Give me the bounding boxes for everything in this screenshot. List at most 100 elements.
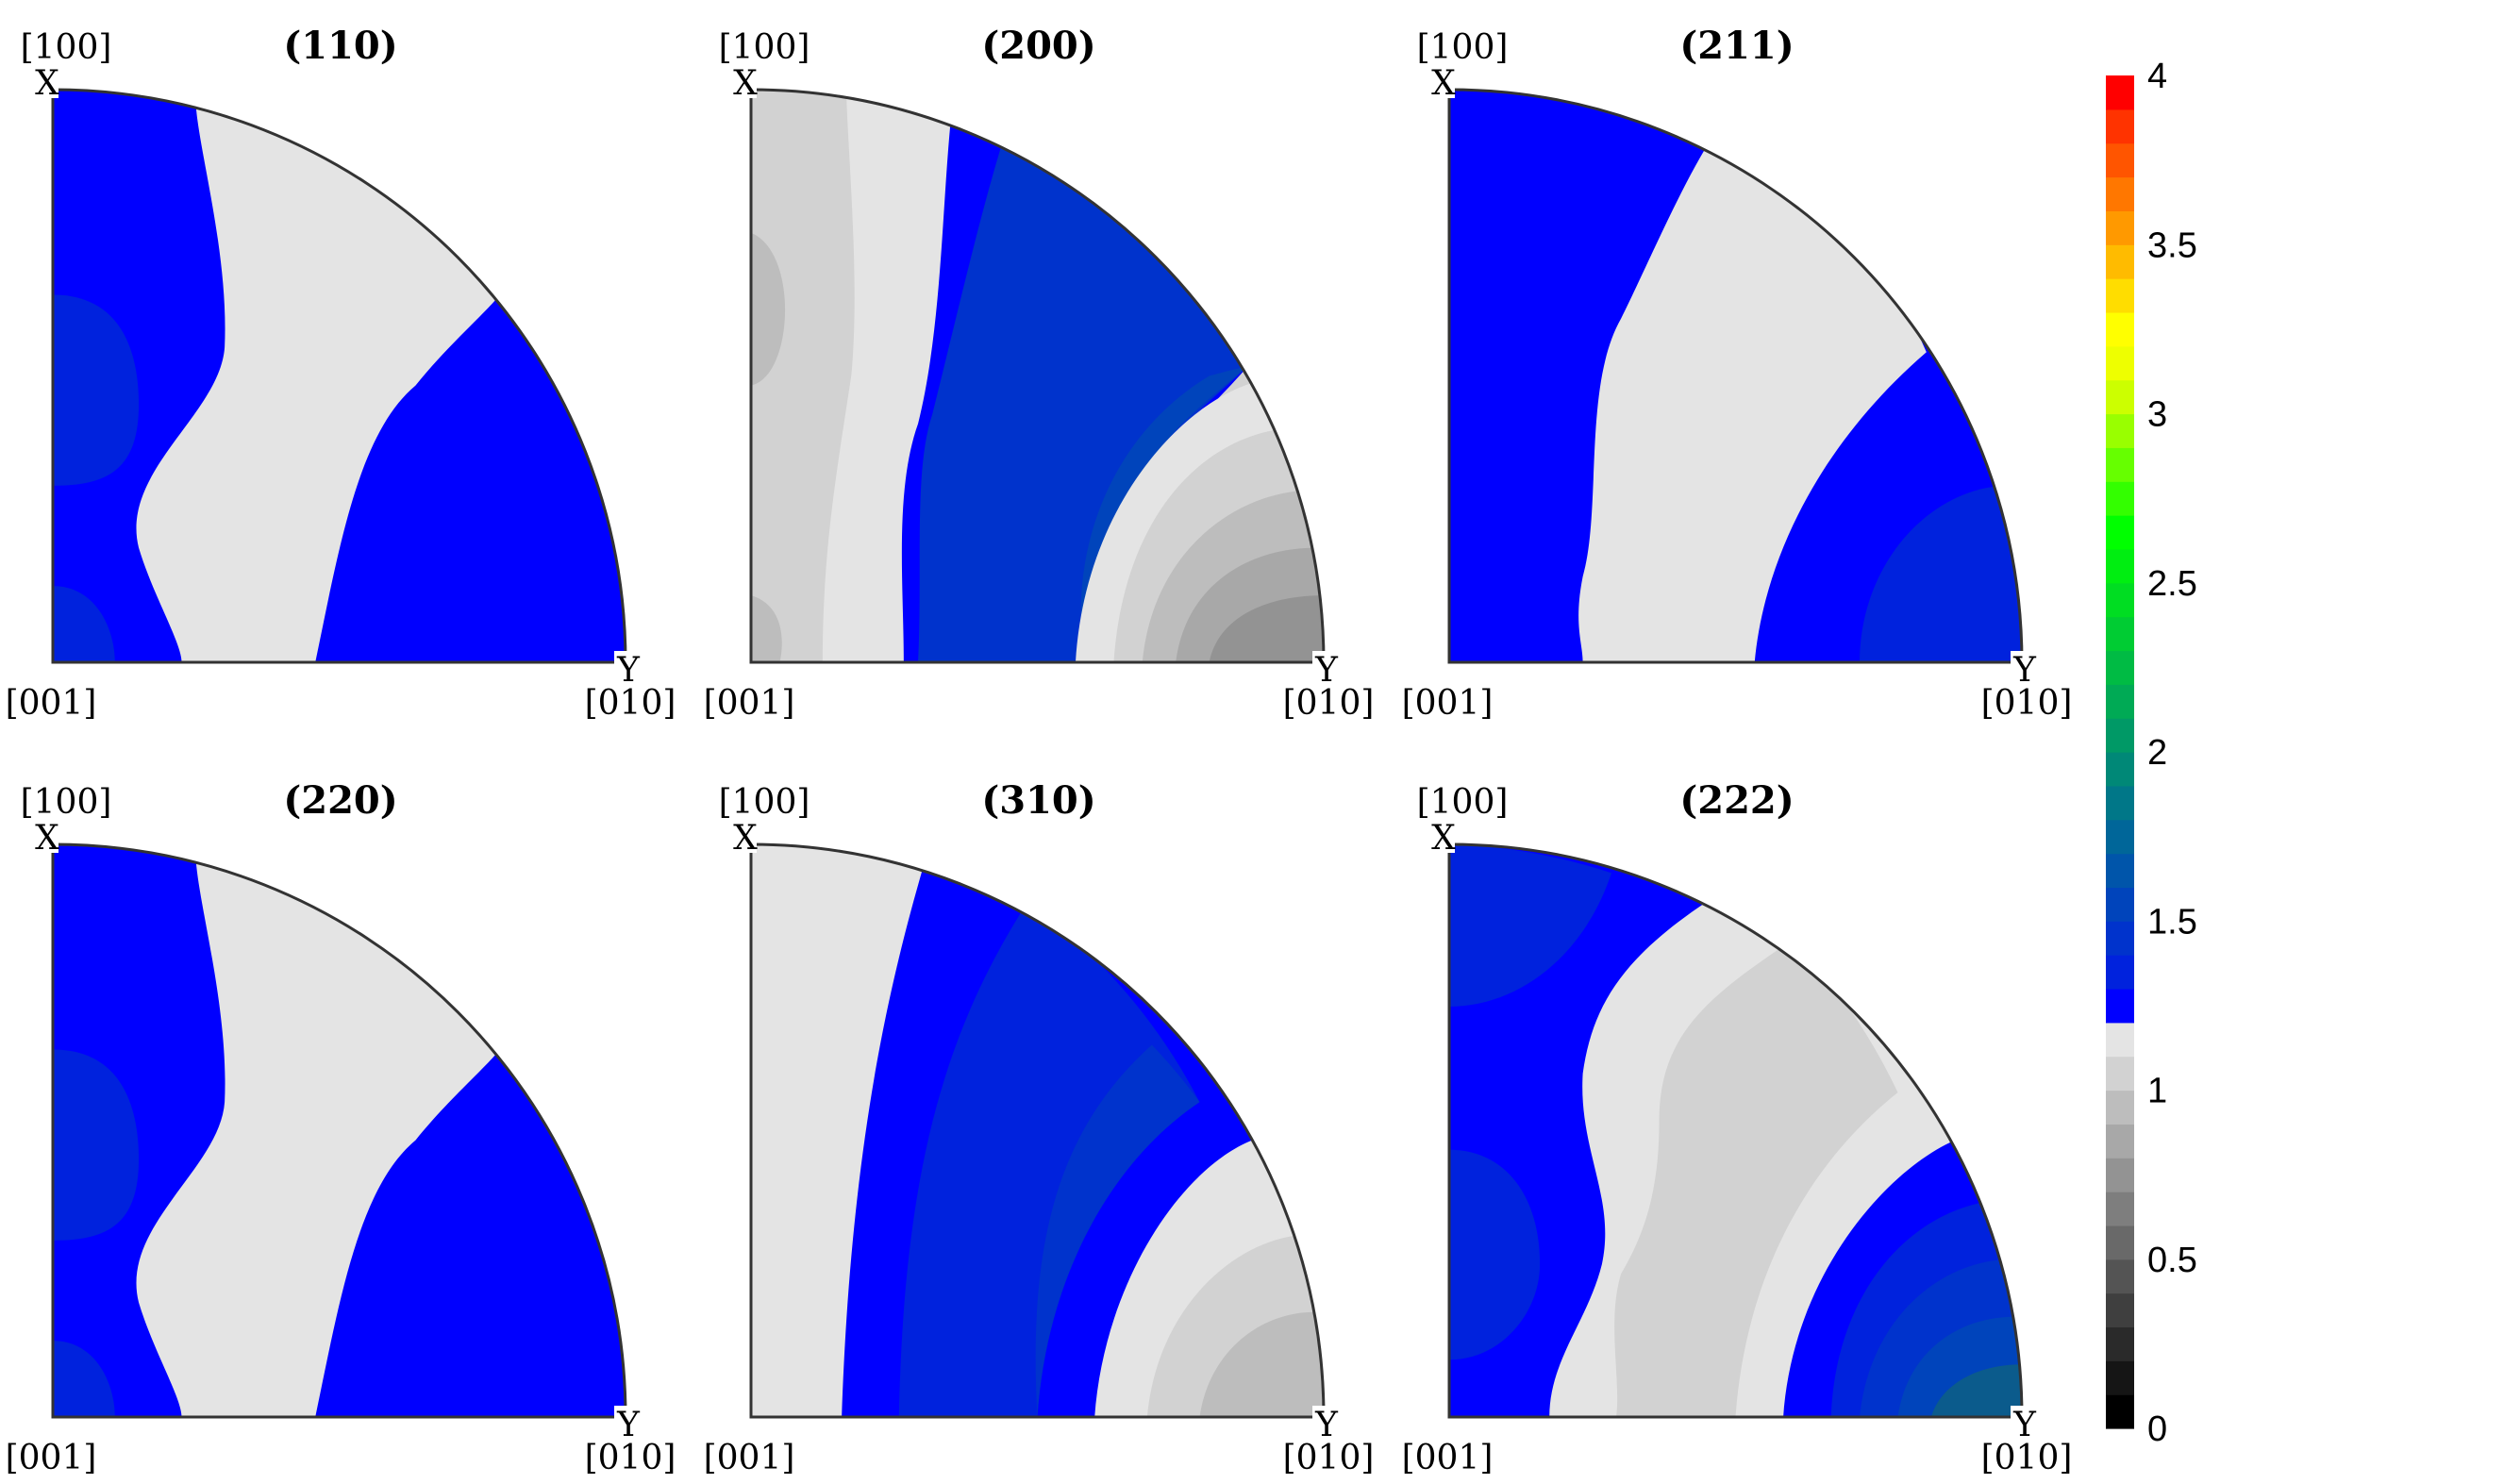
contour-region	[1449, 1149, 1541, 1360]
colorbar-tick-label: 4	[2147, 57, 2167, 96]
colorbar-segment	[2106, 1259, 2134, 1294]
colorbar-segment	[2106, 345, 2134, 381]
quadrant-outline	[51, 88, 627, 664]
quadrant-outline	[1447, 842, 2024, 1419]
axis-label-box	[2011, 1406, 2035, 1440]
colorbar: 0 0.5 1 1.5 2 2.5 3 3.5 4	[2106, 57, 2197, 1449]
pole-figure-panel: (220) [100]X [001] Y[010]	[6, 778, 676, 1477]
contour-region	[53, 586, 115, 662]
contour-map	[749, 842, 1326, 1419]
colorbar-segment	[2106, 1158, 2134, 1192]
colorbar-segment	[2106, 1360, 2134, 1395]
pole-label-001: [001]	[1402, 684, 1494, 723]
contour-map	[749, 88, 1326, 664]
panel-title: (110)	[283, 24, 397, 68]
colorbar-segment	[2106, 616, 2134, 652]
axis-label-x: X	[733, 64, 758, 103]
axis-label-box	[614, 651, 639, 685]
pole-label-100: [100]	[719, 28, 810, 67]
pole-label-001: [001]	[6, 1439, 97, 1477]
colorbar-tick-label: 1.5	[2147, 902, 2197, 942]
contour-region	[751, 595, 782, 662]
pole-figure-panel: (110) [100]X [001] Y[010]	[6, 24, 676, 723]
colorbar-segment	[2106, 75, 2134, 110]
colorbar-segment	[2106, 1124, 2134, 1159]
colorbar-segment	[2106, 1056, 2134, 1092]
contour-map	[1447, 842, 2024, 1419]
colorbar-segment	[2106, 582, 2134, 618]
contour-map	[51, 88, 627, 664]
axis-label-x: X	[35, 819, 59, 858]
axis-label-box	[1312, 1406, 1337, 1440]
axis-label-box	[2011, 651, 2035, 685]
pole-label-010: [010]	[585, 684, 676, 723]
axis-label-x: X	[35, 64, 59, 103]
pole-label-010: [010]	[1981, 1439, 2073, 1477]
colorbar-segment	[2106, 108, 2134, 144]
colorbar-segment	[2106, 1326, 2134, 1361]
colorbar-segment	[2106, 752, 2134, 787]
pole-label-100: [100]	[21, 28, 112, 67]
colorbar-segment	[2106, 955, 2134, 990]
pole-label-010: [010]	[585, 1439, 676, 1477]
colorbar-segment	[2106, 785, 2134, 821]
colorbar-segment	[2106, 413, 2134, 448]
contour-map	[1447, 88, 2024, 664]
pole-label-010: [010]	[1981, 684, 2073, 723]
contour-region	[898, 901, 1200, 1417]
colorbar-segment	[2106, 819, 2134, 855]
colorbar-segment	[2106, 311, 2134, 347]
axis-label-y: Y	[1314, 1406, 1339, 1444]
colorbar-segment	[2106, 684, 2134, 719]
panel-title: (211)	[1679, 24, 1794, 68]
colorbar-segment	[2106, 1292, 2134, 1328]
axis-label-y: Y	[616, 1406, 641, 1444]
axis-label-box	[734, 66, 757, 98]
pole-label-100: [100]	[1417, 28, 1509, 67]
pole-label-100: [100]	[719, 783, 810, 822]
contour-region	[136, 844, 502, 1417]
axis-label-box	[36, 66, 58, 98]
pole-label-100: [100]	[1417, 783, 1509, 822]
panel-title: (222)	[1679, 778, 1794, 823]
contour-region	[136, 90, 502, 662]
quadrant-outline	[749, 842, 1326, 1419]
contour-region	[53, 1049, 140, 1241]
colorbar-segment	[2106, 1192, 2134, 1226]
contour-region	[751, 232, 786, 386]
axis-label-y: Y	[2012, 651, 2037, 690]
axis-label-box	[1432, 821, 1455, 853]
colorbar-tick-label: 2	[2147, 733, 2167, 773]
colorbar-segment	[2106, 244, 2134, 279]
contour-region	[822, 90, 961, 662]
contour-region	[1578, 113, 1927, 662]
pole-label-001: [001]	[6, 684, 97, 723]
colorbar-segment	[2106, 515, 2134, 550]
colorbar-segment	[2106, 548, 2134, 584]
axis-label-box	[1312, 651, 1337, 685]
colorbar-segment	[2106, 988, 2134, 1024]
pole-label-001: [001]	[704, 684, 795, 723]
colorbar-segment	[2106, 650, 2134, 685]
pole-label-010: [010]	[1283, 684, 1375, 723]
pole-figure-panel: (310) [100]X [001] Y[010]	[704, 778, 1375, 1477]
colorbar-tick-label: 3.5	[2147, 225, 2197, 265]
axis-label-y: Y	[1314, 651, 1339, 690]
panel-title: (220)	[283, 778, 397, 823]
colorbar-segment	[2106, 887, 2134, 922]
colorbar-segment	[2106, 1090, 2134, 1125]
pole-label-001: [001]	[1402, 1439, 1494, 1477]
colorbar-tick-label: 0	[2147, 1409, 2167, 1449]
contour-map	[51, 842, 627, 1419]
axis-label-y: Y	[2012, 1406, 2037, 1444]
axis-label-box	[1432, 66, 1455, 98]
contour-region	[1614, 940, 1898, 1417]
colorbar-segment	[2106, 1022, 2134, 1058]
colorbar-segment	[2106, 853, 2134, 888]
colorbar-segment	[2106, 718, 2134, 753]
colorbar-segment	[2106, 1394, 2134, 1429]
colorbar-segment	[2106, 210, 2134, 245]
colorbar-segment	[2106, 278, 2134, 313]
quadrant-outline	[51, 842, 627, 1419]
